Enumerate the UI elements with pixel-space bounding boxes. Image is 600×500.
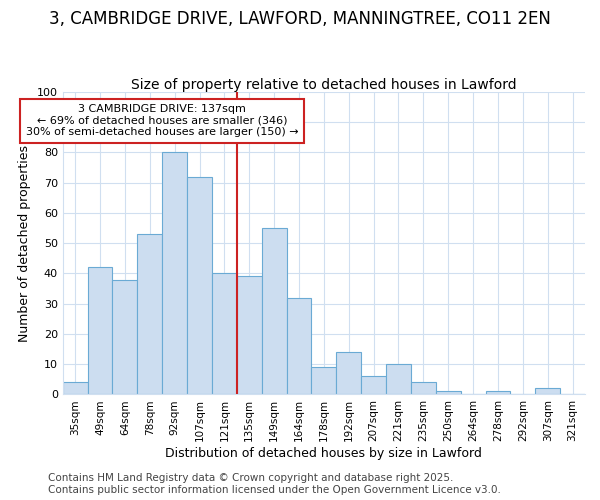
Bar <box>262 228 287 394</box>
Bar <box>485 392 511 394</box>
Bar <box>63 382 88 394</box>
Bar <box>112 280 137 394</box>
Bar <box>311 367 337 394</box>
Bar <box>187 176 212 394</box>
Bar <box>162 152 187 394</box>
Bar <box>88 268 112 394</box>
Bar <box>386 364 411 394</box>
Bar <box>287 298 311 394</box>
Bar <box>212 274 237 394</box>
Bar <box>137 234 162 394</box>
Title: Size of property relative to detached houses in Lawford: Size of property relative to detached ho… <box>131 78 517 92</box>
Bar <box>535 388 560 394</box>
Text: 3, CAMBRIDGE DRIVE, LAWFORD, MANNINGTREE, CO11 2EN: 3, CAMBRIDGE DRIVE, LAWFORD, MANNINGTREE… <box>49 10 551 28</box>
Y-axis label: Number of detached properties: Number of detached properties <box>19 144 31 342</box>
Bar <box>237 276 262 394</box>
Text: Contains HM Land Registry data © Crown copyright and database right 2025.
Contai: Contains HM Land Registry data © Crown c… <box>48 474 501 495</box>
Bar <box>337 352 361 395</box>
Bar <box>361 376 386 394</box>
Bar <box>411 382 436 394</box>
Text: 3 CAMBRIDGE DRIVE: 137sqm
← 69% of detached houses are smaller (346)
30% of semi: 3 CAMBRIDGE DRIVE: 137sqm ← 69% of detac… <box>26 104 299 138</box>
Bar <box>436 392 461 394</box>
X-axis label: Distribution of detached houses by size in Lawford: Distribution of detached houses by size … <box>166 447 482 460</box>
